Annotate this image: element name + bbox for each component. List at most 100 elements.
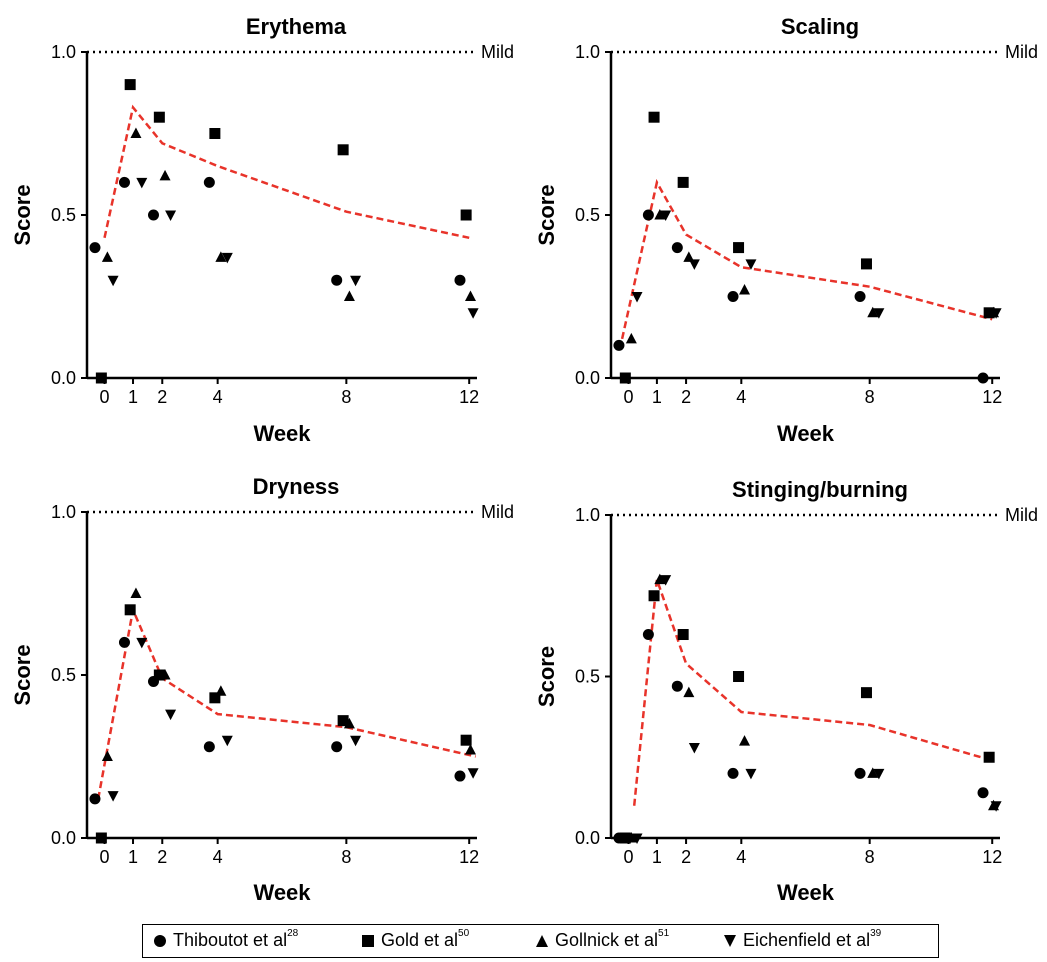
data-point-triangle-up [739, 735, 751, 746]
data-point-triangle-up [130, 587, 142, 598]
circle-marker-icon [154, 934, 166, 947]
legend-item-gollnick: Gollnick et al 51 [535, 928, 669, 951]
legend-item-eichenfield: Eichenfield et al 39 [723, 928, 881, 951]
triangle-up-marker-icon [536, 934, 548, 947]
data-point-triangle-up [159, 669, 171, 680]
x-tick-label: 12 [459, 387, 479, 407]
y-axis-label: Score [10, 644, 35, 705]
x-tick-label: 2 [157, 387, 167, 407]
data-point-triangle-up [867, 306, 879, 318]
reference-line-label: Mild [1005, 505, 1038, 525]
data-point-square [648, 590, 660, 602]
legend-ref: 50 [458, 928, 470, 939]
data-point-triangle-down [136, 177, 148, 189]
data-point-circle [89, 242, 101, 254]
trend-line [103, 104, 470, 240]
x-tick-label: 2 [157, 847, 167, 867]
data-point-square [337, 144, 349, 156]
data-point-triangle-down [688, 743, 700, 754]
chart-title: Stinging/burning [732, 477, 908, 502]
data-point-triangle-down [221, 735, 233, 747]
data-point-circle [454, 274, 466, 286]
data-point-triangle-up [654, 573, 666, 585]
data-point-triangle-down [221, 252, 233, 264]
y-tick-label: 1.0 [575, 42, 600, 62]
legend-label: Gollnick et al [555, 930, 659, 950]
data-point-triangle-up [215, 251, 227, 262]
data-point-square [209, 128, 221, 139]
x-tick-label: 12 [982, 387, 1002, 407]
data-point-circle [642, 209, 654, 221]
data-point-circle [671, 242, 683, 254]
reference-line-label: Mild [481, 502, 514, 522]
data-point-triangle-down [107, 791, 119, 802]
data-point-triangle-down [688, 259, 700, 270]
data-point-triangle-up [465, 290, 476, 301]
data-point-square [95, 832, 107, 844]
data-point-square [337, 715, 349, 727]
x-tick-label: 1 [128, 847, 138, 867]
data-point-triangle-down [745, 768, 757, 780]
y-tick-label: 0.5 [575, 205, 600, 225]
x-tick-label: 4 [213, 387, 223, 407]
x-axis-label: Week [253, 880, 311, 905]
y-axis-label: Score [10, 184, 35, 245]
data-point-triangle-down [165, 709, 177, 721]
data-point-circle [147, 209, 159, 221]
trend-line [620, 178, 993, 340]
data-point-circle [203, 176, 215, 188]
data-point-triangle-up [101, 750, 113, 761]
chart-title: Scaling [781, 14, 859, 39]
y-tick-label: 0.0 [575, 368, 600, 388]
data-point-triangle-down [631, 833, 643, 844]
data-point-circle [89, 793, 101, 805]
data-point-triangle-up [465, 743, 476, 755]
x-tick-label: 4 [213, 847, 223, 867]
data-point-circle [118, 176, 130, 188]
x-tick-label: 12 [459, 847, 479, 867]
x-tick-label: 2 [681, 387, 691, 407]
data-point-square [124, 604, 136, 616]
data-point-circle [977, 372, 989, 384]
x-tick-label: 8 [865, 847, 875, 867]
data-point-square [983, 751, 995, 763]
data-point-square [733, 242, 745, 254]
data-point-square [95, 372, 107, 384]
data-point-triangle-down [350, 735, 362, 747]
data-point-circle [854, 767, 866, 779]
data-point-triangle-down [873, 768, 885, 780]
trend-line [96, 605, 476, 800]
data-point-triangle-down [350, 275, 362, 287]
data-point-triangle-down [745, 259, 757, 270]
data-point-triangle-up [654, 209, 666, 220]
x-tick-label: 1 [652, 847, 662, 867]
x-tick-label: 8 [865, 387, 875, 407]
data-point-triangle-up [159, 169, 171, 181]
legend-item-thiboutot: Thiboutot et al 28 [153, 928, 298, 951]
legend-label: Eichenfield et al [743, 930, 871, 950]
y-tick-label: 0.0 [51, 828, 76, 848]
data-point-square [124, 79, 136, 91]
legend-label: Gold et al [381, 930, 459, 950]
data-point-triangle-up [683, 251, 695, 262]
data-point-square [648, 111, 660, 123]
data-point-circle [727, 767, 739, 779]
data-point-square [677, 629, 689, 641]
y-tick-label: 0.0 [575, 828, 600, 848]
data-point-square [209, 692, 221, 704]
data-point-square [153, 669, 165, 681]
data-point-triangle-down [467, 308, 479, 319]
data-point-triangle-up [625, 332, 637, 344]
data-point-triangle-up [683, 686, 695, 698]
x-tick-label: 4 [736, 387, 746, 407]
square-marker-icon [362, 934, 374, 947]
data-point-triangle-down [107, 275, 119, 287]
data-point-triangle-up [215, 685, 227, 696]
x-tick-label: 2 [681, 847, 691, 867]
y-tick-label: 1.0 [51, 502, 76, 522]
x-tick-label: 1 [128, 387, 138, 407]
data-point-circle [854, 291, 866, 302]
chart-title: Dryness [253, 474, 340, 499]
data-point-square [619, 372, 631, 384]
x-axis-label: Week [253, 421, 311, 446]
